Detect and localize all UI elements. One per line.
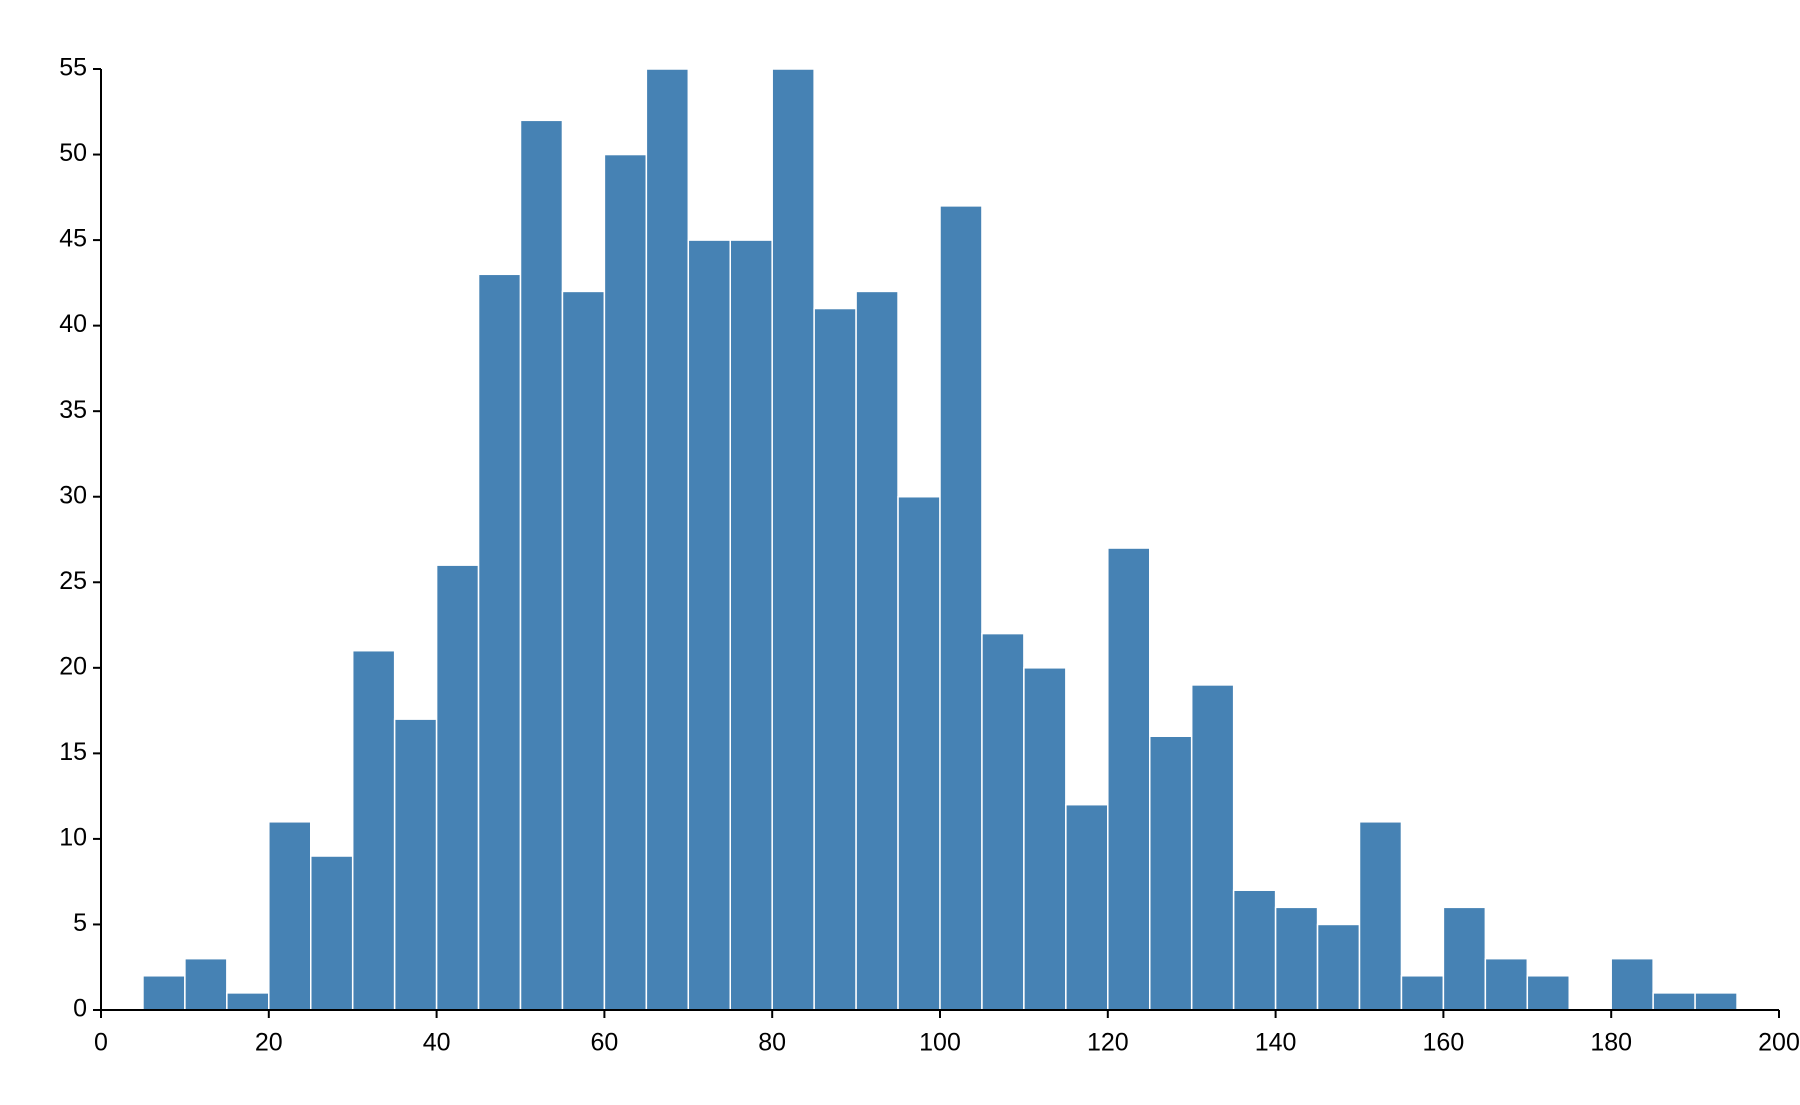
y-tick-label: 30	[59, 481, 87, 509]
bar	[645, 68, 690, 1011]
bar	[1316, 923, 1361, 1011]
y-tick-label: 10	[59, 824, 87, 852]
bar	[435, 564, 480, 1011]
bar	[1274, 906, 1319, 1011]
bar	[729, 239, 773, 1011]
bar	[184, 957, 228, 1011]
bar	[687, 239, 731, 1011]
bar	[519, 119, 564, 1011]
x-tick-label: 120	[1087, 1029, 1129, 1057]
bar	[1442, 906, 1487, 1011]
bar	[1400, 975, 1445, 1011]
bar	[771, 68, 815, 1011]
x-tick-label: 0	[94, 1029, 108, 1057]
bar	[226, 992, 270, 1011]
bar	[813, 307, 857, 1011]
y-tick-label: 50	[59, 139, 87, 167]
y-tick-label: 35	[59, 396, 87, 424]
x-tick-label: 40	[423, 1029, 451, 1057]
bar	[1358, 821, 1403, 1011]
y-tick-label: 55	[59, 54, 87, 82]
y-tick-label: 25	[59, 567, 87, 595]
bar	[1610, 957, 1654, 1011]
bar	[1023, 667, 1067, 1011]
bar	[1652, 992, 1696, 1011]
bar	[1190, 684, 1235, 1011]
bar	[981, 632, 1025, 1011]
bar	[1526, 975, 1571, 1011]
y-tick-label: 5	[73, 909, 87, 937]
bar	[268, 821, 312, 1011]
x-tick-label: 20	[255, 1029, 283, 1057]
bar	[1484, 957, 1529, 1011]
bar	[1107, 547, 1151, 1011]
bar	[351, 649, 396, 1011]
bar	[477, 273, 522, 1011]
bar	[310, 855, 354, 1011]
bar	[1065, 803, 1109, 1011]
bar	[897, 495, 941, 1011]
x-tick-label: 160	[1423, 1029, 1465, 1057]
bar	[1149, 735, 1193, 1011]
x-tick-label: 100	[919, 1029, 961, 1057]
bar	[603, 153, 648, 1011]
x-tick-label: 180	[1590, 1029, 1632, 1057]
bar	[855, 290, 899, 1011]
x-tick-label: 200	[1758, 1029, 1800, 1057]
bar	[1232, 889, 1277, 1011]
y-tick-label: 45	[59, 225, 87, 253]
y-tick-label: 40	[59, 310, 87, 338]
bar	[142, 975, 186, 1011]
bar	[393, 718, 438, 1011]
y-tick-label: 20	[59, 652, 87, 680]
x-tick-label: 140	[1255, 1029, 1297, 1057]
bar	[939, 205, 983, 1011]
bar	[561, 290, 606, 1011]
x-tick-label: 60	[590, 1029, 618, 1057]
x-tick-label: 80	[758, 1029, 786, 1057]
y-tick-label: 15	[59, 738, 87, 766]
y-tick-label: 0	[73, 995, 87, 1023]
bar	[1694, 992, 1738, 1011]
